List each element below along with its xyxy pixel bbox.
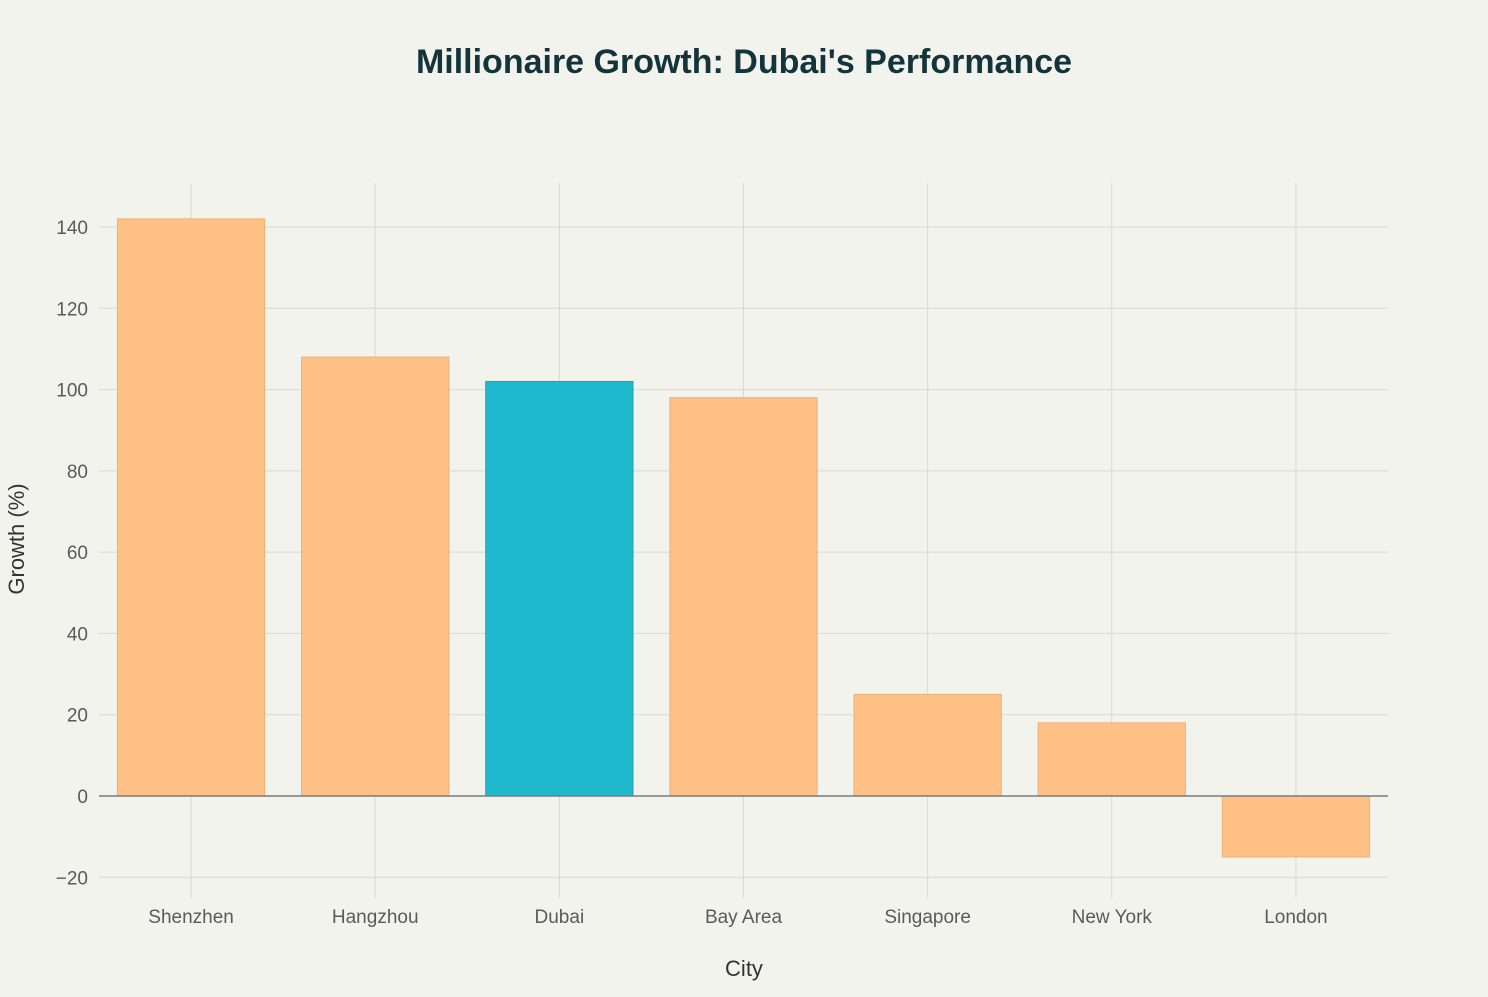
y-tick-label: 100 (56, 381, 88, 402)
y-tick-label: 0 (77, 787, 88, 808)
x-tick-label: Hangzhou (332, 907, 419, 928)
bar-london[interactable] (1221, 795, 1371, 858)
bars-group (116, 218, 1371, 858)
x-tick-label: Singapore (884, 907, 971, 928)
y-tick-labels: −20 0 20 40 60 80 100 120 140 (56, 218, 88, 889)
x-tick-label: London (1264, 907, 1327, 928)
bar-shenzhen[interactable] (116, 218, 266, 797)
y-tick-label: 140 (56, 218, 88, 239)
x-axis-title: City (725, 956, 763, 981)
bar-hangzhou[interactable] (301, 356, 450, 797)
y-tick-label: −20 (56, 868, 88, 889)
x-tick-label: Shenzhen (148, 907, 234, 928)
bar-new-york[interactable] (1037, 722, 1186, 797)
y-tick-label: 80 (67, 462, 88, 483)
y-tick-label: 120 (56, 299, 88, 320)
bar-dubai[interactable] (485, 380, 634, 797)
chart-title: Millionaire Growth: Dubai's Performance (416, 43, 1072, 81)
x-tick-labels: Shenzhen Hangzhou Dubai Bay Area Singapore Ne… (148, 907, 1327, 928)
y-axis-title: Growth (%) (4, 483, 29, 594)
x-tick-label: New York (1072, 907, 1153, 928)
bar-bay-area[interactable] (669, 397, 818, 797)
y-tick-label: 20 (67, 706, 88, 727)
x-tick-label: Bay Area (705, 907, 783, 928)
y-tick-label: 60 (67, 543, 88, 564)
x-tick-label: Dubai (535, 907, 585, 928)
y-tick-label: 40 (67, 624, 88, 645)
bar-singapore[interactable] (853, 693, 1002, 797)
